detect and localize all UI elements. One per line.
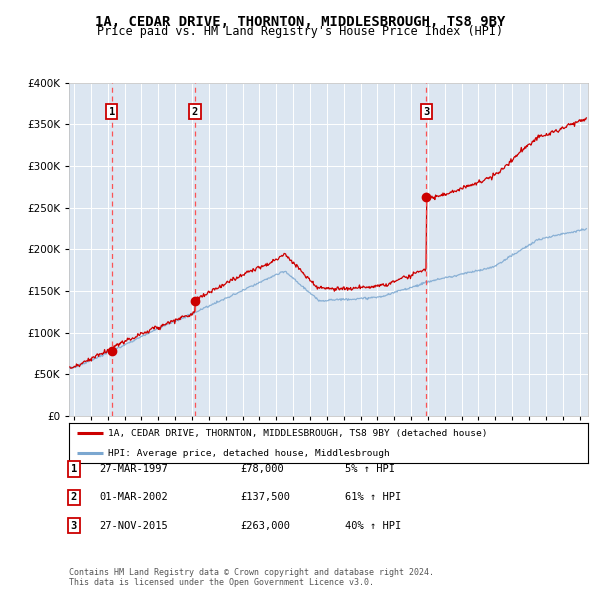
Text: 5% ↑ HPI: 5% ↑ HPI <box>345 464 395 474</box>
Text: £263,000: £263,000 <box>240 521 290 530</box>
Text: 1: 1 <box>71 464 77 474</box>
Text: Contains HM Land Registry data © Crown copyright and database right 2024.: Contains HM Land Registry data © Crown c… <box>69 568 434 577</box>
Text: Price paid vs. HM Land Registry's House Price Index (HPI): Price paid vs. HM Land Registry's House … <box>97 25 503 38</box>
Text: 2: 2 <box>192 107 198 117</box>
Text: 40% ↑ HPI: 40% ↑ HPI <box>345 521 401 530</box>
Text: 2: 2 <box>71 493 77 502</box>
Text: This data is licensed under the Open Government Licence v3.0.: This data is licensed under the Open Gov… <box>69 578 374 587</box>
Text: 27-NOV-2015: 27-NOV-2015 <box>99 521 168 530</box>
Text: HPI: Average price, detached house, Middlesbrough: HPI: Average price, detached house, Midd… <box>108 448 389 458</box>
Text: 3: 3 <box>71 521 77 530</box>
Text: £137,500: £137,500 <box>240 493 290 502</box>
Text: 3: 3 <box>423 107 430 117</box>
Text: 1: 1 <box>109 107 115 117</box>
Text: 27-MAR-1997: 27-MAR-1997 <box>99 464 168 474</box>
Text: £78,000: £78,000 <box>240 464 284 474</box>
Text: 61% ↑ HPI: 61% ↑ HPI <box>345 493 401 502</box>
Text: 01-MAR-2002: 01-MAR-2002 <box>99 493 168 502</box>
Text: 1A, CEDAR DRIVE, THORNTON, MIDDLESBROUGH, TS8 9BY (detached house): 1A, CEDAR DRIVE, THORNTON, MIDDLESBROUGH… <box>108 428 487 438</box>
Text: 1A, CEDAR DRIVE, THORNTON, MIDDLESBROUGH, TS8 9BY: 1A, CEDAR DRIVE, THORNTON, MIDDLESBROUGH… <box>95 15 505 29</box>
